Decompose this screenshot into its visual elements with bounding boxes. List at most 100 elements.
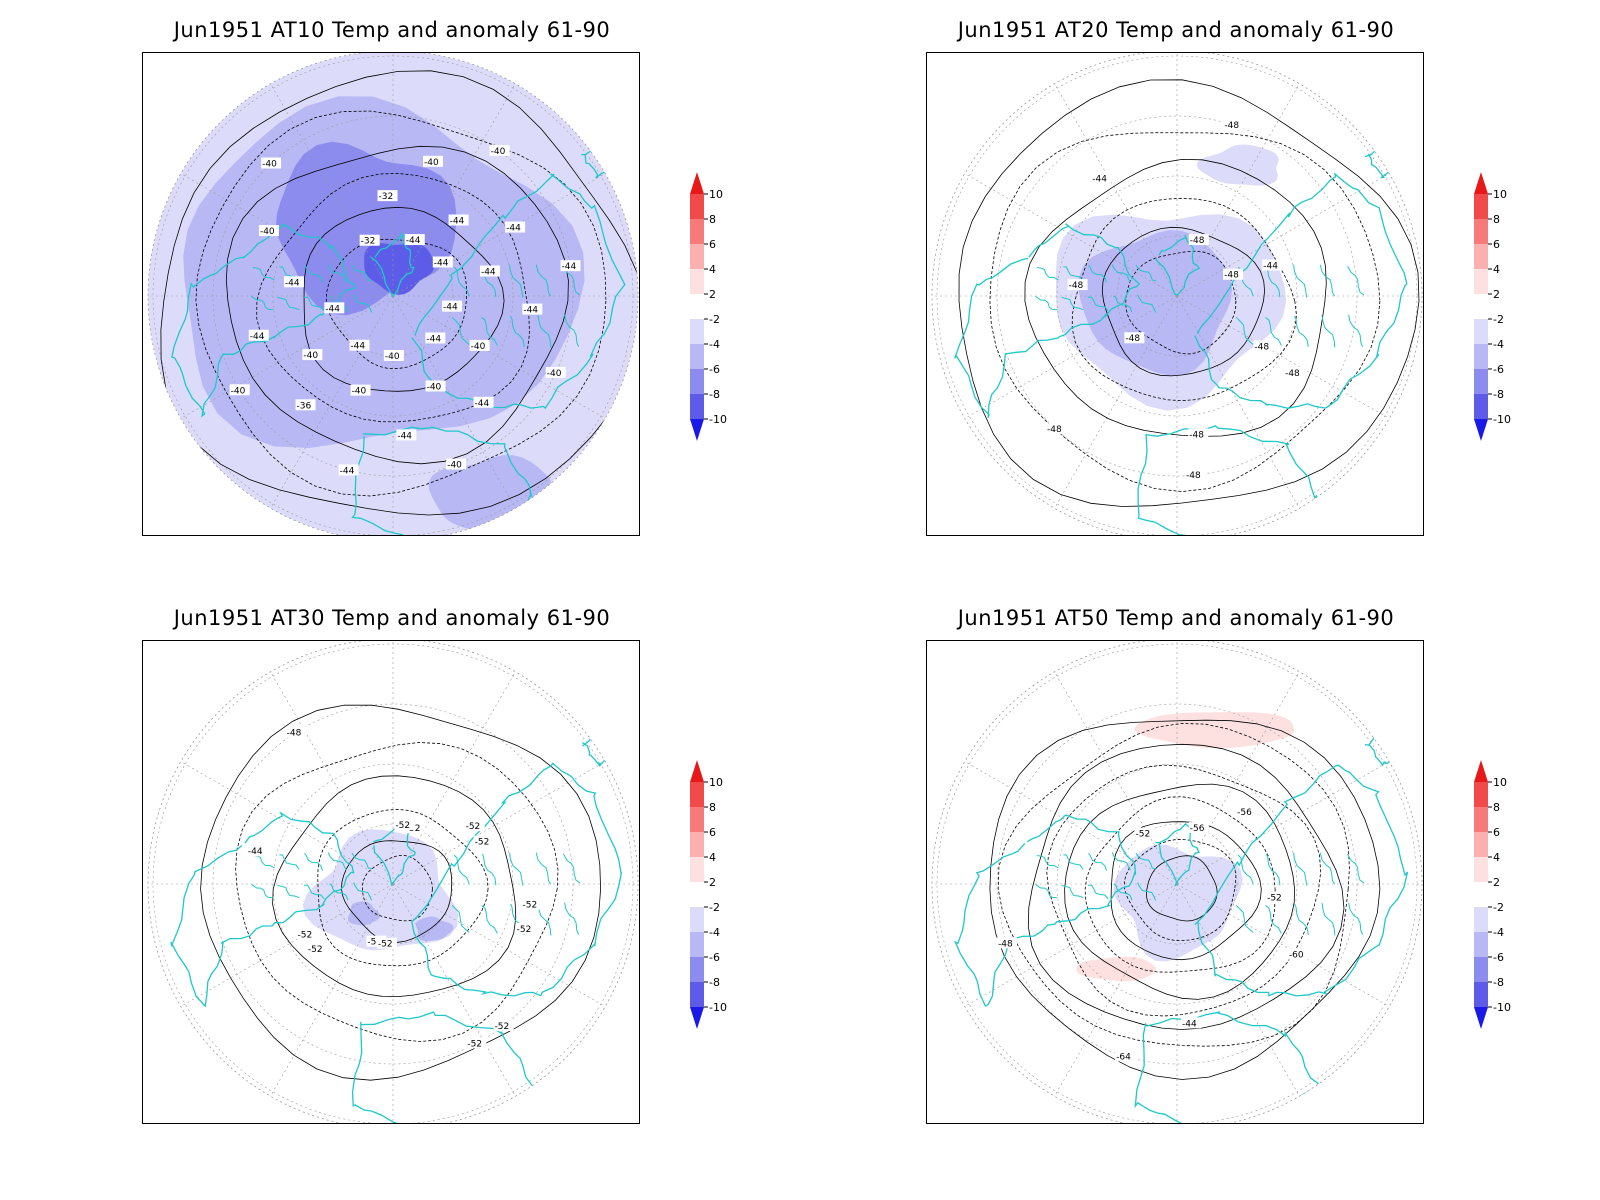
contour-label-bg (376, 937, 397, 949)
contour-label: -44 (450, 217, 465, 227)
panel-at20: Jun1951 AT20 Temp and anomaly 61-90 -48-… (784, 0, 1584, 600)
coastline (1155, 823, 1200, 887)
border-line (1347, 265, 1365, 296)
contour-label-bg (404, 822, 425, 834)
contour-line (1046, 764, 1322, 1017)
contour-label-bg (396, 429, 417, 441)
contour-label: -44 (406, 236, 421, 246)
colorbar-tick-label: 4 (1493, 263, 1500, 276)
colorbar-segment (690, 319, 704, 344)
contour-label-bg (505, 221, 526, 233)
map-content: -48 -44 -48 -48 -48 -48 -44 -48 -48 -48 -48 -48 (932, 53, 1422, 535)
border-line (327, 264, 347, 283)
border-line (279, 854, 300, 870)
colorbar: 10 8 6 4 2 -2 -4 -6 -8 -10 (1472, 760, 1532, 1036)
contour-label-bg (522, 303, 543, 315)
colorbar-segment (690, 932, 704, 957)
contour-label-bg (464, 820, 485, 832)
anomaly-fill (347, 901, 381, 926)
colorbar-tick-label: 8 (1493, 801, 1500, 814)
contour-label-bg (442, 300, 463, 312)
border-line (1294, 903, 1309, 935)
meridian-line (1176, 295, 1390, 419)
coastline (1364, 720, 1408, 767)
contour-label-bg (466, 1037, 487, 1049)
colorbar-svg: 10 8 6 4 2 -2 -4 -6 -8 -10 (1474, 760, 1511, 1029)
contour-label: -44 (443, 303, 458, 313)
contour-line (1071, 197, 1297, 402)
contour-label-bg (1253, 340, 1274, 352)
map-frame: -52-52-52-52-52-52-44-48-52-52-52-52-52-… (142, 640, 640, 1124)
coastline (410, 762, 623, 997)
contour-label: -52 (367, 938, 382, 948)
border-line (1135, 264, 1157, 282)
contour-label: -44 (506, 224, 521, 234)
colorbar-tick-label: 6 (1493, 238, 1500, 251)
map-boundary (931, 641, 1423, 1123)
meridian-line (270, 295, 394, 509)
coastline (582, 721, 622, 767)
colorbar-segment (690, 194, 704, 219)
contour-label: -48 (1189, 430, 1204, 440)
colorbar-tick-label: 4 (1493, 851, 1500, 864)
contour-label: -52 (523, 900, 538, 910)
border-line (509, 264, 524, 298)
contour-label-bg (324, 302, 345, 314)
contour-label-bg (377, 190, 398, 202)
coastline (953, 814, 1137, 1008)
meridian-line (270, 83, 394, 297)
contour-label: -32 (361, 237, 376, 247)
colorbar-segment (690, 269, 704, 294)
colorbar-segment (1474, 807, 1488, 832)
anomaly-fill (364, 243, 435, 295)
contour-label: -40 (262, 160, 277, 170)
meridian-line (392, 883, 516, 1097)
colorbar-tick-label: 6 (709, 238, 716, 251)
meridian-line (392, 671, 516, 885)
contour-label-bg (1134, 827, 1155, 839)
contour-line (1110, 821, 1262, 961)
contour-label: -52 (1136, 830, 1151, 840)
contour-label-bg (521, 898, 542, 910)
border-line (564, 314, 579, 347)
border-line (1348, 902, 1363, 935)
contour-line (225, 145, 569, 465)
border-line (1113, 883, 1133, 901)
colorbar-segment (1474, 194, 1488, 219)
meridian-line (964, 295, 1178, 419)
coastline (370, 232, 415, 298)
colorbar-tick-label: -6 (1493, 951, 1504, 964)
colorbar-arrow-bottom (1474, 1007, 1488, 1029)
border-line (351, 852, 373, 870)
contour-label: -52 (1267, 893, 1282, 903)
contour-label-bg (1045, 423, 1066, 435)
border-line (1087, 884, 1109, 900)
contour-label-bg (338, 464, 359, 476)
contour-label: -44 (1182, 1019, 1197, 1029)
coastline (171, 223, 356, 418)
colorbar-segment (1474, 832, 1488, 857)
meridian-line (392, 883, 606, 1007)
meridian-line (180, 883, 394, 1007)
colorbar-tick-label: 6 (709, 826, 716, 839)
meridian-line (392, 83, 516, 297)
border-line (277, 296, 300, 311)
contour-label-bg (473, 396, 494, 408)
border-line (327, 852, 347, 871)
contour-line (997, 722, 1350, 1047)
contour-label: -44 (523, 306, 538, 316)
colorbar-tick-label: 8 (709, 213, 716, 226)
contour-label-bg (446, 458, 467, 470)
contour-label: -48 (1069, 281, 1084, 291)
colorbar-segment (690, 394, 704, 419)
border-line (1137, 294, 1157, 313)
colorbar-tick-label: -8 (1493, 388, 1504, 401)
meridian-line (270, 883, 394, 1097)
contour-label-bg (350, 384, 371, 396)
border-line (453, 266, 470, 297)
meridian-line (392, 295, 516, 509)
border-line (251, 295, 274, 311)
colorbar-segment (1474, 344, 1488, 369)
border-line (535, 264, 552, 297)
meridian-line (392, 295, 606, 419)
